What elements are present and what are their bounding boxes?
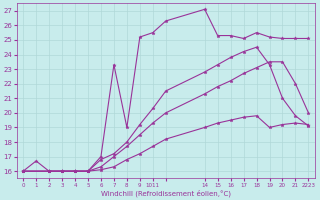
X-axis label: Windchill (Refroidissement éolien,°C): Windchill (Refroidissement éolien,°C) bbox=[101, 189, 231, 197]
